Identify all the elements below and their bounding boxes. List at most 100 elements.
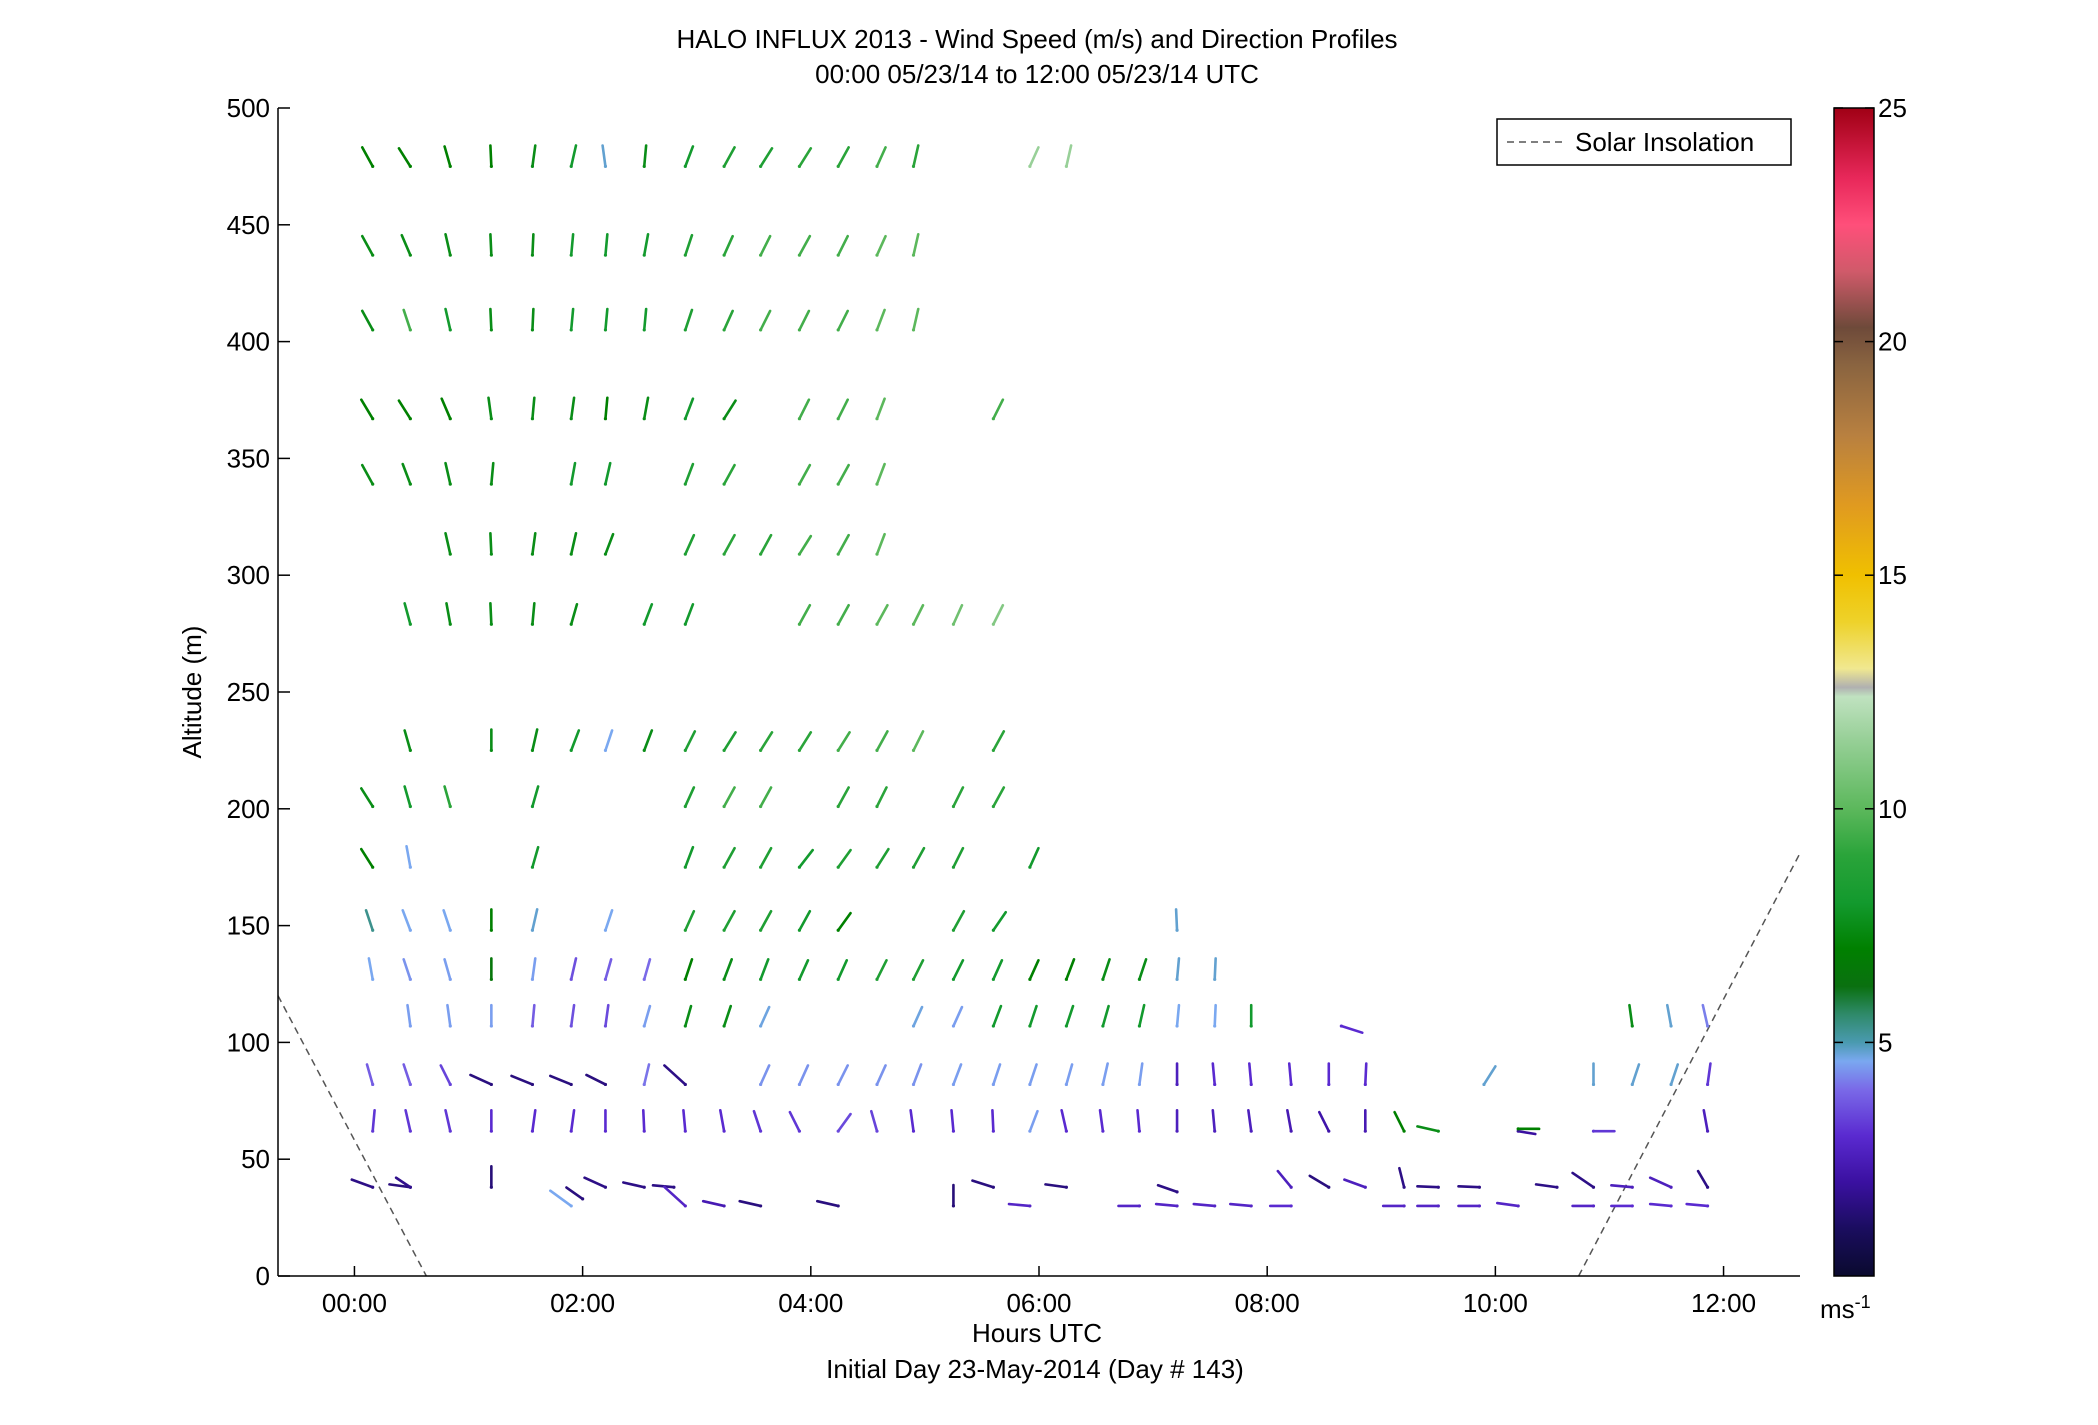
wind-barb-shaft	[663, 1185, 687, 1208]
wind-barb-shaft	[684, 909, 696, 932]
wind-barb-tip	[371, 977, 375, 981]
wind-barb-shaft	[360, 146, 374, 168]
wind-barb	[446, 1003, 452, 1028]
wind-barb-shaft	[1136, 1108, 1141, 1133]
wind-barb	[489, 307, 493, 332]
wind-barb	[443, 785, 452, 809]
wind-barb-tip	[911, 865, 916, 869]
wind-barb	[722, 234, 734, 257]
wind-barb-shaft	[444, 531, 452, 556]
wind-barb-shaft	[569, 461, 577, 486]
wind-barb	[440, 397, 452, 421]
wind-barb	[569, 396, 576, 421]
wind-barb-tip	[530, 804, 535, 809]
colorbar-ticks: 5 10 15 20 25	[1834, 93, 1907, 1057]
wind-barb-tip	[797, 552, 802, 556]
wind-barb-shaft	[1317, 1110, 1331, 1133]
wind-barb-tip	[683, 865, 687, 869]
wind-barb	[403, 602, 412, 626]
wind-barb	[569, 232, 575, 257]
wind-barb	[569, 531, 578, 556]
wind-barb-shaft	[722, 533, 736, 556]
wind-barb	[759, 1064, 771, 1087]
wind-barb-tip	[951, 977, 956, 981]
wind-barb-shaft	[912, 730, 925, 752]
wind-barb	[909, 1108, 916, 1133]
wind-barb	[603, 958, 613, 981]
wind-barb	[404, 1108, 412, 1133]
wind-barb-tip	[836, 482, 840, 486]
wind-barb-shaft	[909, 1108, 915, 1133]
wind-barb	[402, 1063, 412, 1087]
wind-barb-tip	[722, 928, 726, 932]
wind-barb	[875, 462, 886, 486]
wind-barb-tip	[951, 865, 956, 869]
wind-barb	[663, 1185, 687, 1208]
wind-barb-shaft	[875, 959, 888, 981]
wind-barb-shaft	[912, 1063, 923, 1086]
wind-barb-shaft	[836, 786, 850, 808]
wind-barb	[738, 1199, 763, 1208]
wind-barb-shaft	[1248, 1062, 1253, 1086]
y-tick-label: 250	[227, 677, 270, 707]
wind-barb	[1516, 1127, 1541, 1131]
wind-barb-tip	[489, 328, 493, 332]
wind-barb	[701, 1199, 726, 1208]
wind-barb	[1416, 1125, 1440, 1133]
wind-barb	[875, 959, 888, 981]
wind-barb	[1286, 1108, 1293, 1133]
wind-barb-tip	[642, 1082, 646, 1087]
legend: Solar Insolation	[1496, 118, 1792, 166]
wind-barb-shaft	[1065, 144, 1073, 168]
wind-barb-tip	[683, 804, 687, 809]
wind-barb-tip	[448, 1129, 452, 1133]
colorbar-unit-base: ms	[1820, 1294, 1855, 1324]
wind-barb-tip	[371, 253, 375, 257]
wind-barb-shaft	[604, 461, 612, 486]
wind-barb-shaft	[798, 234, 812, 257]
wind-barb-shaft	[875, 603, 889, 626]
wind-barb	[1028, 959, 1040, 981]
wind-barb-tip	[759, 928, 763, 932]
wind-barb-tip	[530, 1129, 535, 1133]
x-axis-label: Hours UTC	[972, 1318, 1102, 1348]
wind-barb-tip	[408, 1185, 412, 1189]
wind-barb-shaft	[722, 786, 736, 808]
wind-barb	[603, 1108, 608, 1133]
wind-barb-shaft	[1648, 1176, 1673, 1189]
wind-barb-tip	[1175, 1129, 1179, 1133]
wind-barb-shaft	[1101, 958, 1111, 981]
wind-barb-tip	[797, 1129, 802, 1133]
wind-barb-tip	[683, 417, 687, 421]
wind-barb	[797, 603, 812, 626]
wind-barb-tip	[1028, 1082, 1032, 1087]
wind-barb-shaft	[1665, 1003, 1673, 1028]
wind-barb-shaft	[359, 787, 374, 808]
wind-barb-tip	[371, 865, 375, 869]
wind-barb-shaft	[1628, 1003, 1634, 1028]
wind-barb-shaft	[397, 399, 412, 420]
wind-barb	[683, 786, 696, 809]
wind-barb-shaft	[489, 602, 493, 626]
wind-barb-shaft	[1630, 1063, 1641, 1086]
wind-barb	[991, 786, 1006, 809]
wind-barb	[530, 144, 537, 168]
wind-barb	[752, 1109, 763, 1133]
wind-barb-tip	[1705, 1129, 1710, 1133]
wind-barb-tip	[1402, 1129, 1406, 1133]
wind-barb	[530, 232, 535, 257]
wind-barb-tip	[759, 1024, 763, 1028]
wind-barb-tip	[875, 865, 879, 869]
colorbar-unit-exponent: -1	[1855, 1292, 1871, 1312]
wind-barb	[549, 1074, 573, 1087]
wind-barb-shaft	[642, 958, 652, 981]
wind-barb	[788, 1110, 802, 1133]
wind-barb-shaft	[642, 396, 650, 420]
wind-barb-tip	[1477, 1204, 1481, 1208]
wind-barb	[642, 1004, 652, 1028]
wind-barb	[443, 145, 452, 168]
wind-barb-tip	[836, 1082, 840, 1087]
wind-barb	[951, 846, 965, 869]
wind-barb-tip	[642, 977, 646, 981]
x-tick-label: 04:00	[778, 1288, 843, 1318]
